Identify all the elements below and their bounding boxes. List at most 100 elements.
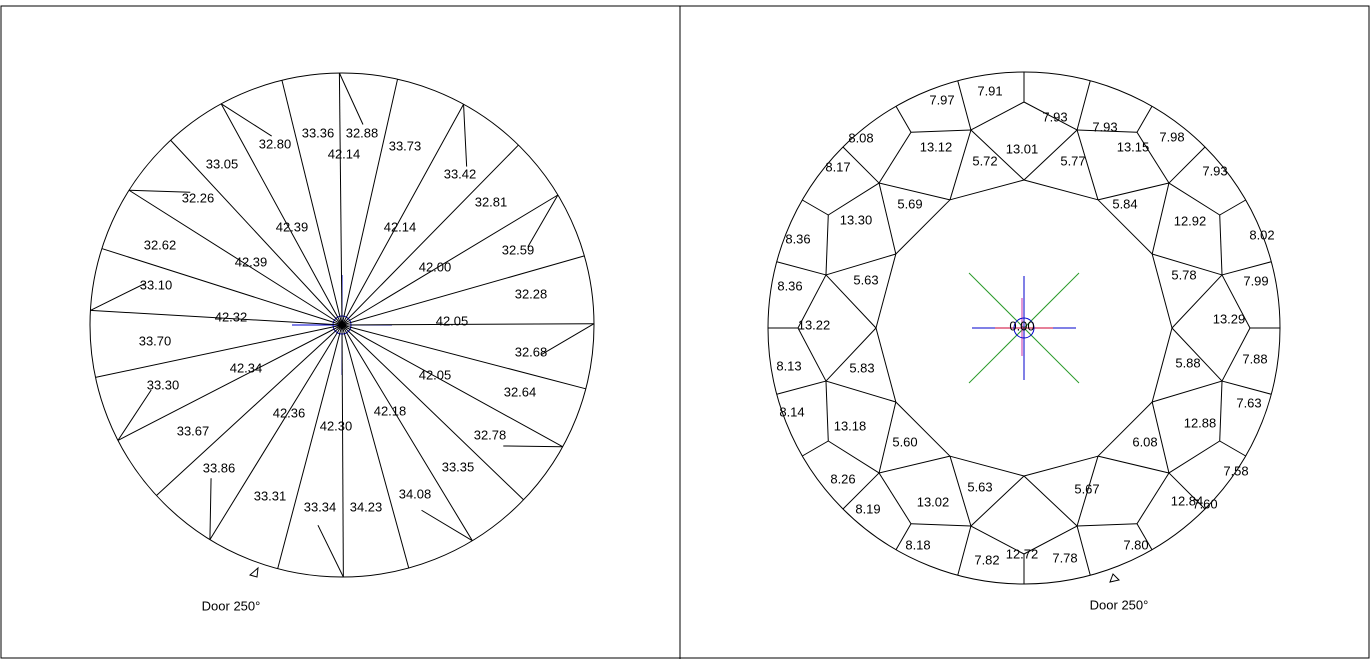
- facet-edge: [970, 475, 1025, 527]
- upper-half-label: 8.36: [777, 278, 802, 293]
- upper-half-label: 7.88: [1242, 351, 1267, 366]
- facet-edge: [156, 324, 343, 496]
- pavilion-main-label: 42.39: [235, 254, 268, 269]
- facet-edge: [825, 380, 896, 403]
- facet-edge: [949, 129, 972, 200]
- upper-half-label: 7.60: [1192, 496, 1217, 511]
- pavilion-half-label: 32.80: [259, 136, 292, 151]
- star-label: 5.60: [892, 434, 917, 449]
- upper-half-label: 7.98: [1159, 129, 1184, 144]
- bezel-label: 13.22: [798, 317, 831, 332]
- pavilion-half-label: 32.64: [504, 384, 537, 399]
- facet-edge: [797, 274, 827, 329]
- facet-edge: [170, 139, 343, 326]
- facet-edge: [341, 324, 410, 569]
- facet-edge: [878, 455, 951, 474]
- star-label: 5.67: [1074, 481, 1099, 496]
- facet-edge: [1151, 327, 1173, 403]
- star-label: 5.69: [897, 196, 922, 211]
- pavilion-half-label: 33.31: [254, 488, 287, 503]
- upper-half-label: 7.63: [1236, 395, 1261, 410]
- facet-edge: [1168, 182, 1220, 216]
- facet-edge: [90, 309, 343, 326]
- facet-edge: [878, 472, 912, 524]
- upper-half-label: 8.02: [1249, 227, 1274, 242]
- bezel-label: 13.30: [840, 212, 873, 227]
- facet-edge: [463, 104, 468, 167]
- facet-edge: [541, 323, 595, 355]
- bezel-label: 13.29: [1213, 311, 1246, 326]
- facet-edge: [1023, 455, 1099, 477]
- facet-edge: [1168, 440, 1220, 474]
- bezel-label: 12.88: [1184, 415, 1217, 430]
- facet-edge: [802, 440, 829, 457]
- pavilion-half-label: 32.62: [144, 237, 177, 252]
- door-marker: [1109, 573, 1120, 583]
- facet-edge: [1221, 327, 1251, 382]
- facet-edge: [875, 253, 897, 329]
- facet-edge: [220, 103, 272, 137]
- facet-edge: [281, 80, 343, 326]
- facet-edge: [341, 324, 563, 448]
- facet-edge: [209, 324, 343, 540]
- facet-edge: [277, 324, 343, 569]
- facet-edge: [317, 524, 344, 578]
- facet-edge: [101, 248, 343, 326]
- facet-edge: [957, 80, 972, 131]
- facet-edge: [825, 381, 829, 442]
- door-marker: [248, 566, 259, 578]
- facet-edge: [1221, 261, 1272, 276]
- facet-edge: [1171, 274, 1223, 329]
- facet-edge: [825, 253, 896, 276]
- pavilion-main-label: 42.18: [374, 403, 407, 418]
- star-label: 5.77: [1060, 153, 1085, 168]
- star-label: 5.83: [849, 360, 874, 375]
- facet-edge: [117, 389, 152, 441]
- facet-edge: [878, 401, 897, 474]
- facet-edge: [957, 525, 972, 576]
- pavilion-main-label: 42.05: [436, 313, 469, 328]
- facet-edge: [895, 523, 912, 550]
- facet-edge: [341, 324, 524, 501]
- facet-edge: [797, 327, 827, 382]
- facet-edge: [341, 104, 464, 326]
- upper-half-label: 8.08: [848, 130, 873, 145]
- bezel-label: 12.92: [1174, 213, 1207, 228]
- pavilion-half-label: 33.42: [444, 166, 477, 181]
- center-label: 0.00: [1009, 318, 1034, 333]
- bezel-label: 13.15: [1117, 139, 1150, 154]
- facet-edge: [341, 194, 559, 326]
- facet-edge: [341, 324, 473, 541]
- pavilion-outline: [89, 72, 595, 578]
- frame: [0, 5, 1370, 659]
- facet-edge: [895, 199, 951, 255]
- facet-edge: [828, 182, 880, 216]
- facet-edge: [910, 129, 971, 133]
- facet-edge: [825, 274, 877, 329]
- facet-edge: [1097, 401, 1153, 457]
- pavilion-half-label: 33.30: [147, 377, 180, 392]
- facet-edge: [1152, 380, 1223, 403]
- pavilion-half-label: 32.59: [502, 242, 535, 257]
- facet-edge: [1221, 380, 1272, 395]
- crown-center: [968, 272, 1080, 384]
- upper-half-label: 7.78: [1052, 550, 1077, 565]
- facet-edge: [1168, 472, 1206, 510]
- upper-half-label: 7.93: [1202, 163, 1227, 178]
- facet-edge: [338, 73, 343, 326]
- facet-edge: [128, 189, 343, 326]
- facet-edge: [341, 324, 586, 390]
- bezel-label: 13.02: [917, 494, 950, 509]
- facet-edge: [842, 146, 880, 184]
- pavilion-main-label: 42.34: [230, 360, 263, 375]
- facet-edge: [1219, 440, 1246, 457]
- facet-edge: [1151, 253, 1173, 329]
- upper-half-label: 8.18: [905, 537, 930, 552]
- pavilion-half-label: 33.34: [304, 499, 337, 514]
- facet-edge: [209, 478, 212, 540]
- facet-edge: [910, 523, 971, 527]
- facet-edge: [220, 103, 343, 326]
- facet-edge: [875, 327, 897, 403]
- facet-edge: [1136, 132, 1170, 184]
- pavilion-half-label: 32.26: [182, 190, 215, 205]
